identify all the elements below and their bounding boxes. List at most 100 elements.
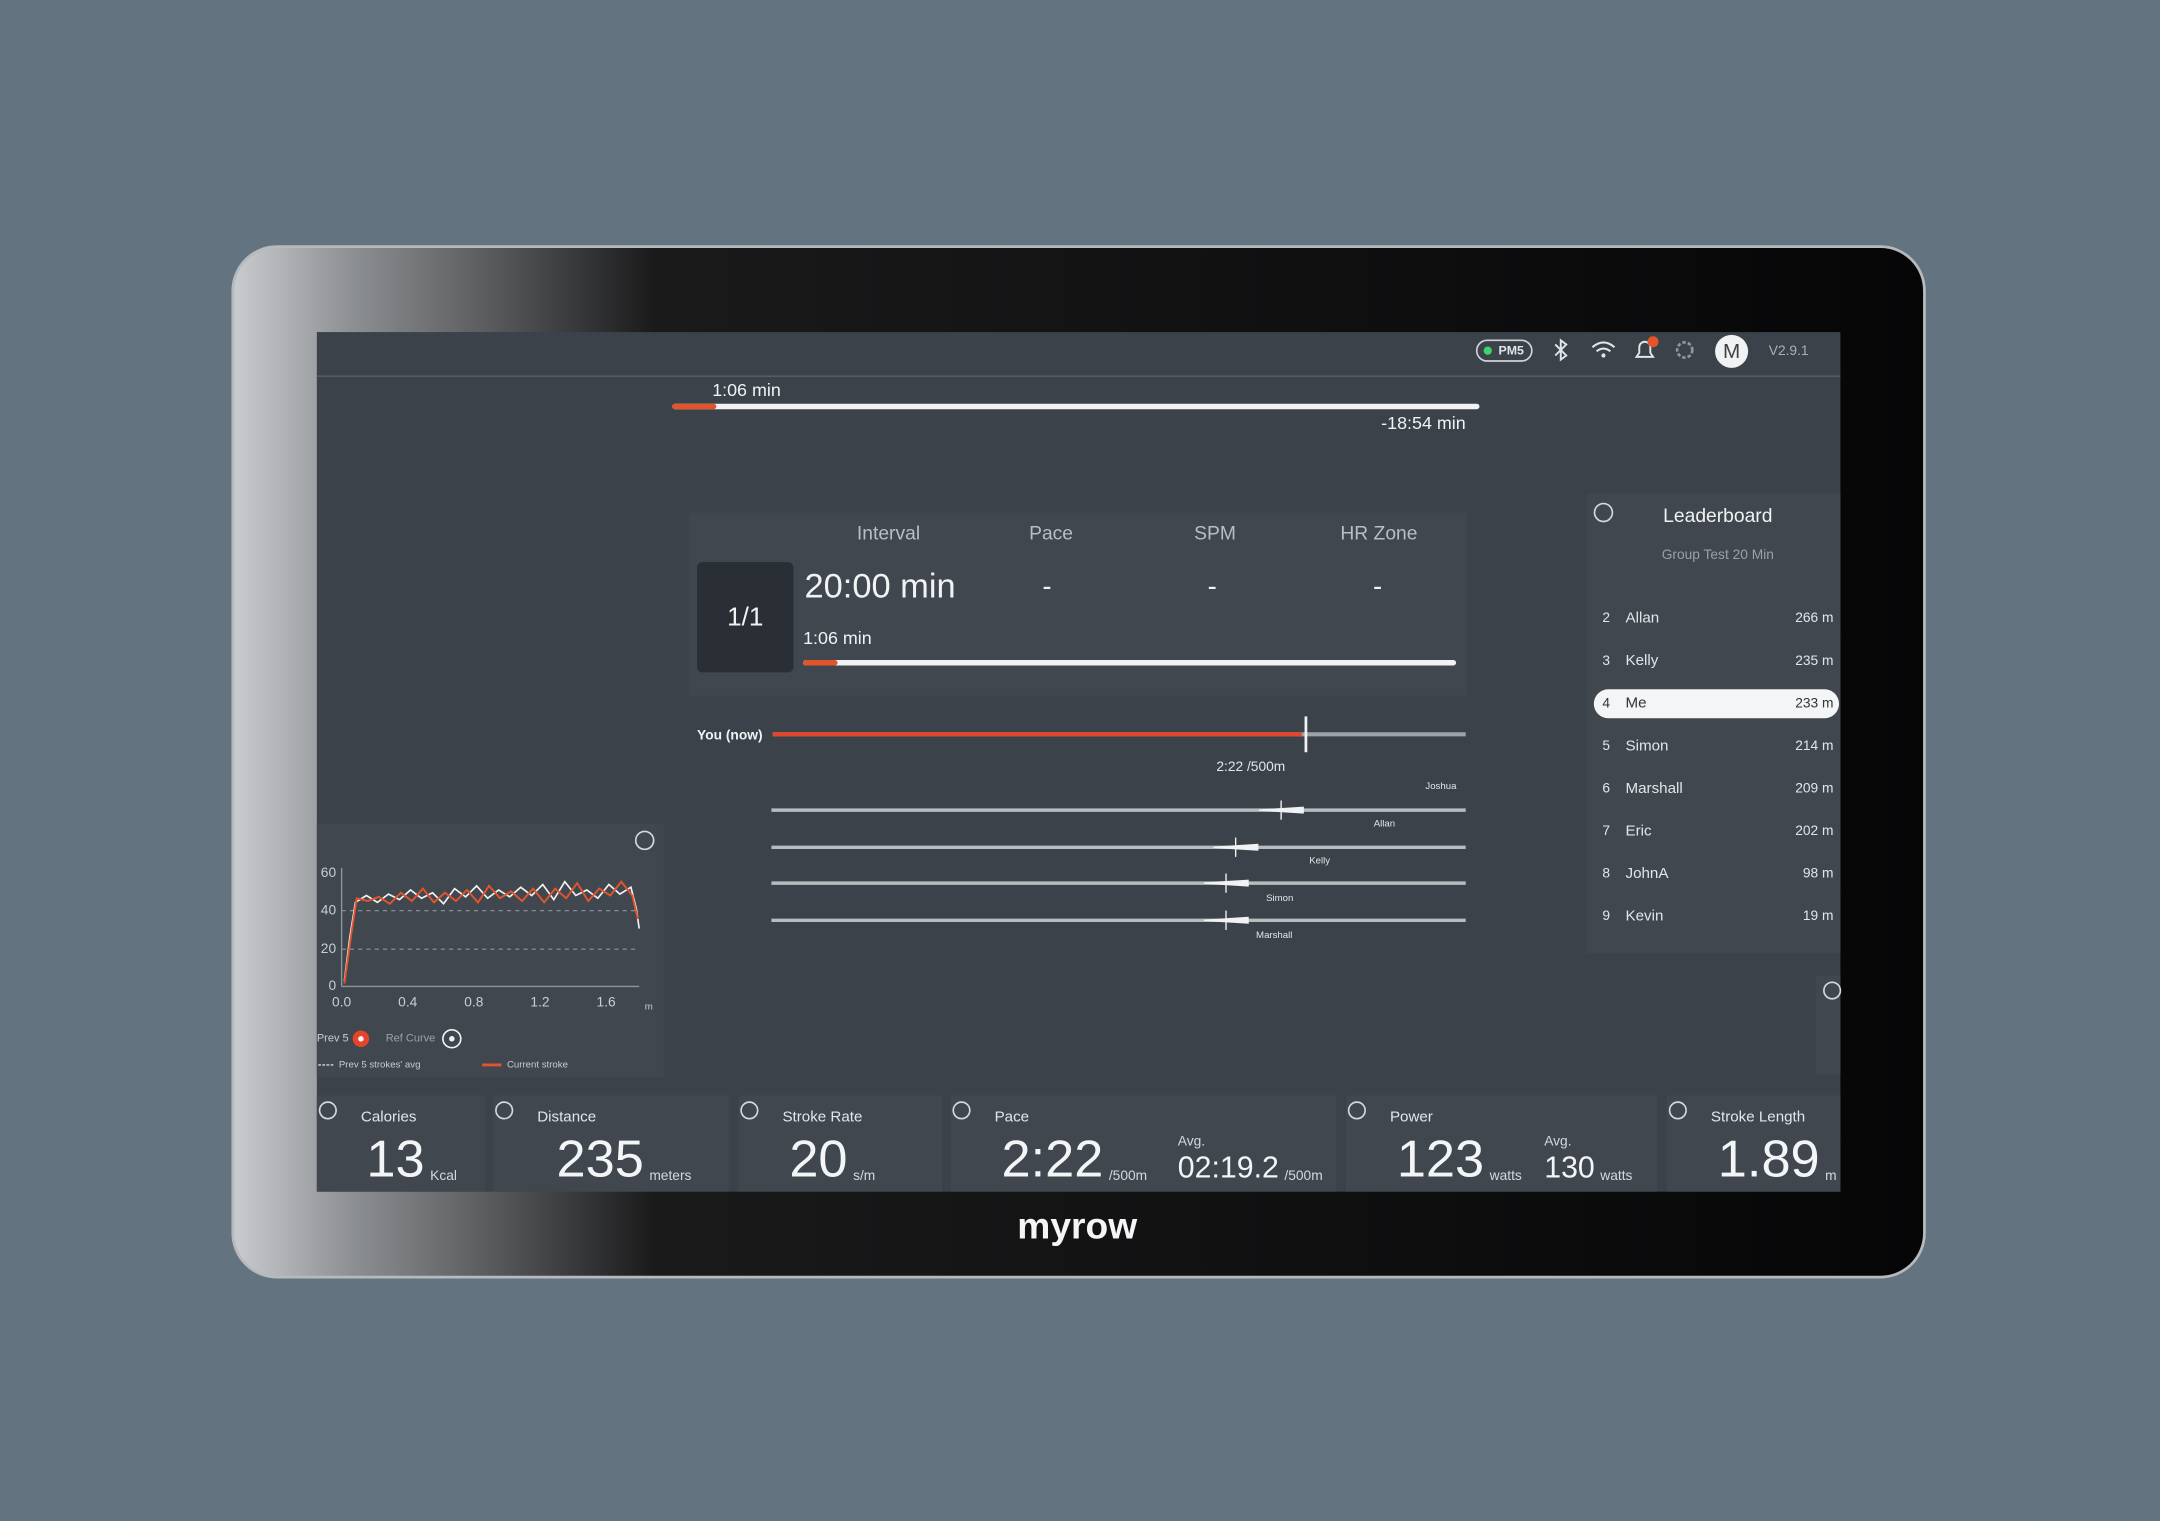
bluetooth-icon[interactable] (1554, 338, 1568, 362)
rank: 3 (1602, 653, 1610, 668)
collapse-button[interactable] (634, 830, 655, 851)
distance: 202 m (1795, 823, 1833, 838)
interval-counter-box (697, 562, 794, 673)
metric-unit: m (1825, 1168, 1836, 1183)
metric-tile (493, 1095, 729, 1192)
settings-icon[interactable] (1675, 341, 1694, 359)
metric-tile (316, 1095, 485, 1192)
metric-menu[interactable] (740, 1101, 759, 1120)
legend-label: Current stroke (507, 1059, 568, 1070)
y-tick-label: 40 (321, 902, 337, 917)
pm5-pill[interactable] (1475, 339, 1533, 362)
rank: 7 (1602, 823, 1610, 838)
y-tick-label: 20 (321, 941, 337, 956)
metric-tile (738, 1095, 943, 1192)
leaderboard-title: Leaderboard (1663, 506, 1772, 527)
wifi-icon[interactable] (1591, 341, 1616, 353)
rower-name: JohnA (1626, 865, 1670, 882)
column-header: SPM (1194, 524, 1236, 545)
current-user-highlight (1593, 689, 1840, 719)
remaining-time: -18:54 min (1381, 413, 1466, 433)
rival-name: Marshall (1256, 930, 1292, 941)
legend-label: Prev 5 strokes' avg (339, 1059, 421, 1070)
rival-name: Kelly (1309, 856, 1330, 867)
you-label: You (now) (697, 727, 763, 742)
rival-name: Simon (1266, 893, 1293, 904)
avg-label: Avg. (1544, 1134, 1571, 1149)
metric-tile (1666, 1095, 1841, 1192)
metric-label: Power (1390, 1108, 1433, 1125)
rank: 5 (1602, 738, 1610, 753)
session-progress-fill (672, 403, 717, 410)
rower-name: Kelly (1626, 652, 1659, 669)
metric-unit: s/m (853, 1168, 875, 1183)
rower-name: Marshall (1626, 780, 1683, 797)
bell-icon[interactable] (1634, 340, 1655, 358)
distance: 209 m (1795, 781, 1833, 796)
metric-unit: meters (649, 1168, 691, 1183)
metric-unit: /500m (1109, 1168, 1147, 1183)
metric-menu[interactable] (952, 1101, 971, 1120)
rival-name: Allan (1374, 818, 1395, 829)
prev5-toggle-dot (358, 1036, 364, 1042)
metric-menu[interactable] (495, 1101, 514, 1120)
leaderboard-toggle[interactable] (1593, 502, 1614, 523)
metric-value: 2:22 (1001, 1131, 1103, 1189)
rower-name: Kevin (1626, 908, 1664, 925)
rower-name: Eric (1626, 822, 1653, 839)
distance: 233 m (1795, 695, 1833, 710)
rank: 2 (1602, 610, 1610, 625)
side-tab (1815, 975, 1841, 1075)
metric-value: 123 (1397, 1131, 1484, 1189)
metric-tile (1345, 1095, 1658, 1192)
distance: 266 m (1795, 610, 1833, 625)
x-tick-label: 1.6 (597, 995, 616, 1010)
avatar[interactable] (1715, 334, 1749, 368)
pace-value: - (1042, 571, 1051, 602)
x-tick-label: 1.2 (530, 995, 549, 1010)
ref-curve-toggle[interactable] (442, 1028, 462, 1049)
metric-value: 13 (366, 1131, 424, 1189)
column-header: HR Zone (1340, 524, 1417, 545)
elapsed-time: 1:06 min (712, 380, 781, 400)
rank: 8 (1602, 866, 1610, 881)
x-tick-label: 0.0 (332, 995, 351, 1010)
metric-menu[interactable] (318, 1101, 337, 1120)
column-header: Interval (857, 524, 920, 545)
interval-progress-track (803, 659, 1457, 666)
rank: 9 (1602, 908, 1610, 923)
interval-value: 20:00 min (804, 567, 955, 605)
rank: 6 (1602, 781, 1610, 796)
avatar-letter: M (1723, 340, 1740, 363)
prev-strokes-curve (343, 880, 641, 982)
side-tab-button[interactable] (1823, 981, 1842, 1000)
x-tick-label: 0.8 (464, 995, 483, 1010)
rival-boat (1259, 800, 1304, 820)
metric-tile (950, 1095, 1337, 1192)
metric-menu[interactable] (1668, 1101, 1687, 1120)
avg-unit: /500m (1284, 1168, 1322, 1183)
distance: 214 m (1795, 738, 1833, 753)
distance: 98 m (1803, 866, 1834, 881)
version: V2.9.1 (1769, 343, 1809, 358)
leaderboard-panel (1586, 493, 1841, 954)
leaderboard-subtitle: Group Test 20 Min (1662, 547, 1774, 562)
distance: 235 m (1795, 653, 1833, 668)
force-curve-panel (316, 823, 664, 1078)
interval-progress-fill (803, 659, 838, 666)
metric-value: 1.89 (1718, 1131, 1820, 1189)
metric-unit: Kcal (430, 1168, 457, 1183)
metric-label: Distance (537, 1108, 596, 1125)
you-pace: 2:22 /500m (1216, 759, 1285, 774)
rival-boat (1213, 837, 1259, 857)
ref-curve-toggle-dot (449, 1036, 455, 1042)
metric-menu[interactable] (1347, 1101, 1366, 1120)
rival-boat (1203, 873, 1249, 893)
metric-label: Stroke Length (1711, 1108, 1805, 1125)
metric-label: Calories (361, 1108, 417, 1125)
avg-value: 130 (1544, 1152, 1595, 1185)
distance: 19 m (1803, 908, 1834, 923)
metric-label: Pace (995, 1108, 1030, 1125)
metric-value: 20 (789, 1131, 847, 1189)
